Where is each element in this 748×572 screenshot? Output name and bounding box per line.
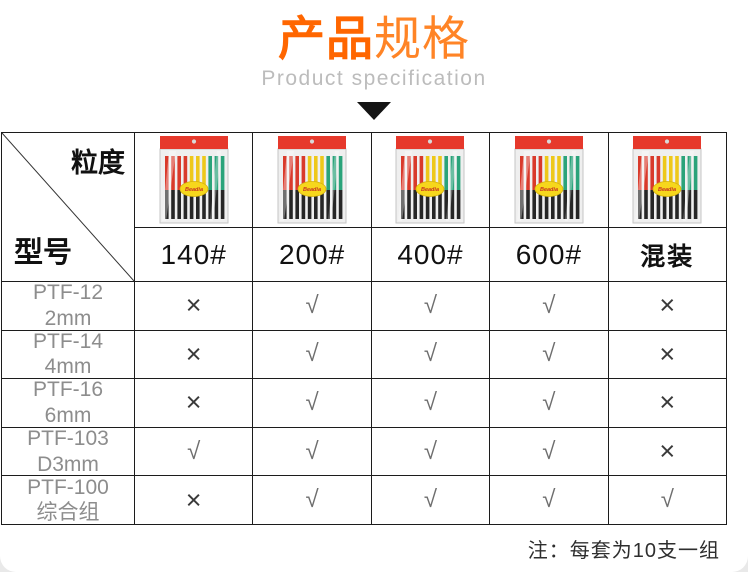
- page-title-secondary: 规格: [374, 12, 470, 65]
- model-spec: 综合组: [36, 501, 100, 525]
- availability-mark: ×: [608, 330, 727, 380]
- model-spec: 2mm: [44, 306, 92, 330]
- svg-text:Beadia: Beadia: [658, 187, 676, 193]
- availability-mark: √: [253, 476, 372, 525]
- column-header-140: 140#: [135, 228, 254, 282]
- availability-mark: √: [135, 427, 254, 477]
- row-label-ptf-103: PTF-103 D3mm: [2, 427, 135, 477]
- column-header-mixed: 混装: [608, 228, 727, 282]
- svg-text:Beadia: Beadia: [540, 187, 558, 193]
- needle-file-pack-image: Beadia: [159, 136, 229, 224]
- availability-mark: √: [490, 330, 609, 380]
- availability-mark: √: [371, 379, 491, 428]
- availability-mark: √: [490, 379, 609, 428]
- needle-file-pack-image: Beadia: [514, 136, 584, 224]
- table-corner-cell: 粒度 型号: [2, 133, 135, 282]
- availability-mark: √: [490, 282, 609, 331]
- triangle-down-icon: [357, 102, 391, 121]
- availability-mark: ×: [608, 427, 727, 477]
- availability-mark: √: [253, 282, 372, 331]
- needle-file-pack-image: Beadia: [395, 136, 465, 224]
- availability-mark: √: [371, 427, 491, 477]
- product-image-cell: Beadia: [253, 133, 372, 228]
- column-header-600: 600#: [490, 228, 609, 282]
- footnote: 注：每套为10支一组: [527, 540, 720, 562]
- model-name: PTF-14: [32, 330, 103, 353]
- product-image-cell: Beadia: [135, 133, 254, 228]
- availability-mark: ×: [608, 282, 727, 331]
- model-name: PTF-103: [27, 427, 109, 450]
- availability-mark: √: [608, 476, 727, 525]
- needle-file-pack-image: Beadia: [277, 136, 347, 224]
- corner-label-grit: 粒度: [71, 148, 125, 178]
- row-label-ptf-12: PTF-12 2mm: [2, 282, 135, 331]
- availability-mark: ×: [135, 379, 254, 428]
- availability-mark: √: [371, 282, 491, 331]
- availability-mark: √: [371, 330, 491, 380]
- page-title-primary: 产品: [278, 12, 374, 65]
- page-subtitle: Product specification: [261, 67, 487, 91]
- model-name: PTF-12: [32, 282, 103, 305]
- column-header-400: 400#: [371, 228, 491, 282]
- model-spec: 6mm: [44, 404, 92, 427]
- diagonal-divider: [2, 133, 134, 281]
- model-name: PTF-16: [32, 379, 103, 402]
- corner-label-model: 型号: [14, 237, 73, 269]
- svg-text:Beadia: Beadia: [421, 187, 439, 193]
- needle-file-pack-image: Beadia: [632, 136, 702, 224]
- availability-mark: √: [490, 427, 609, 477]
- product-image-cell: Beadia: [490, 133, 609, 228]
- availability-mark: ×: [135, 330, 254, 380]
- row-label-ptf-14: PTF-14 4mm: [2, 330, 135, 380]
- availability-mark: √: [253, 379, 372, 428]
- column-header-200: 200#: [253, 228, 372, 282]
- page-title: 产品规格: [0, 14, 748, 63]
- svg-text:Beadia: Beadia: [185, 187, 203, 193]
- availability-mark: √: [490, 476, 609, 525]
- row-label-ptf-16: PTF-16 6mm: [2, 379, 135, 428]
- model-name: PTF-100: [27, 476, 109, 499]
- product-image-cell: Beadia: [608, 133, 727, 228]
- svg-text:Beadia: Beadia: [303, 187, 321, 193]
- availability-mark: √: [253, 330, 372, 380]
- model-spec: D3mm: [37, 452, 99, 476]
- availability-mark: √: [253, 427, 372, 477]
- product-image-cell: Beadia: [371, 133, 491, 228]
- availability-mark: ×: [608, 379, 727, 428]
- availability-mark: √: [371, 476, 491, 525]
- row-label-ptf-100: PTF-100 综合组: [2, 476, 135, 525]
- availability-mark: ×: [135, 282, 254, 331]
- spec-table: 粒度 型号: [1, 132, 727, 525]
- model-spec: 4mm: [44, 355, 92, 379]
- section-header: 产品规格 Product specification: [0, 14, 748, 121]
- availability-mark: ×: [135, 476, 254, 525]
